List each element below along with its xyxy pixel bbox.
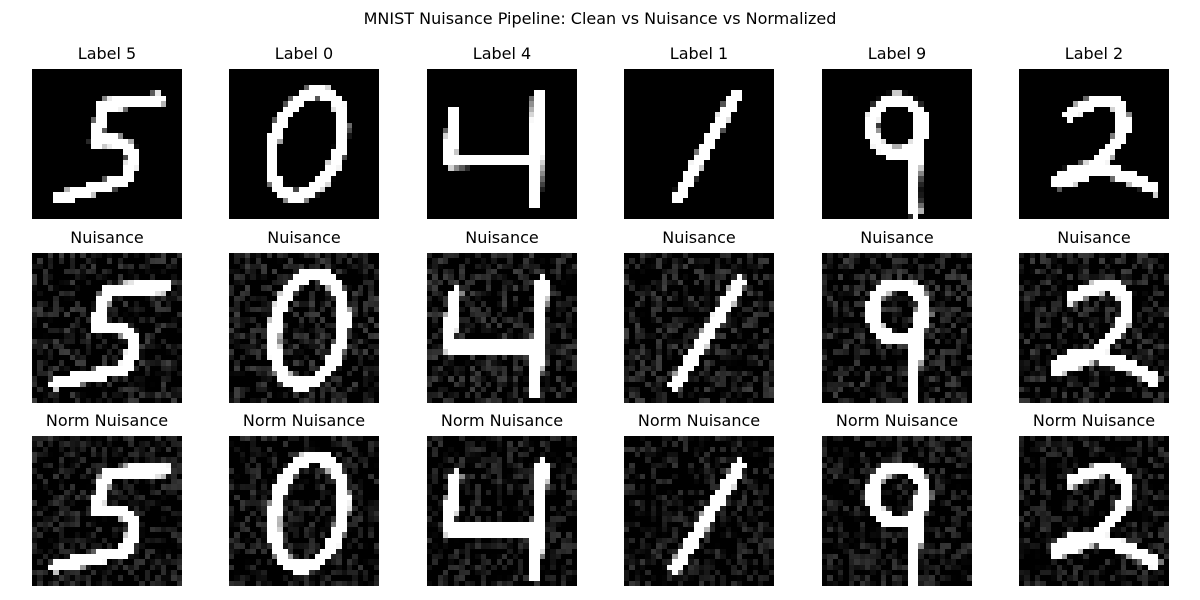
digit-image xyxy=(624,253,774,403)
panel-title: Label 5 xyxy=(77,44,137,63)
panel-title: Label 1 xyxy=(669,44,729,63)
digit-image xyxy=(427,436,577,586)
panel-title: Label 0 xyxy=(274,44,334,63)
digit-image xyxy=(427,253,577,403)
panel-title: Norm Nuisance xyxy=(835,411,959,430)
digit-image xyxy=(822,253,972,403)
digit-image xyxy=(229,436,379,586)
digit-image xyxy=(1019,69,1169,219)
panel-title: Nuisance xyxy=(860,228,934,247)
digit-image xyxy=(1019,436,1169,586)
digit-image xyxy=(822,69,972,219)
panel-title: Nuisance xyxy=(662,228,736,247)
digit-image xyxy=(32,253,182,403)
digit-image xyxy=(229,69,379,219)
panel-title: Nuisance xyxy=(1057,228,1131,247)
panel-title: Nuisance xyxy=(267,228,341,247)
panel-title: Label 2 xyxy=(1064,44,1124,63)
digit-image xyxy=(32,436,182,586)
digit-image xyxy=(624,436,774,586)
panel-title: Norm Nuisance xyxy=(1032,411,1156,430)
digit-image xyxy=(427,69,577,219)
digit-image xyxy=(1019,253,1169,403)
panel-title: Norm Nuisance xyxy=(637,411,761,430)
panel-title: Nuisance xyxy=(70,228,144,247)
panel-title: Norm Nuisance xyxy=(45,411,169,430)
panel-title: Norm Nuisance xyxy=(242,411,366,430)
panel-title: Label 9 xyxy=(867,44,927,63)
panel-title: Norm Nuisance xyxy=(440,411,564,430)
digit-image xyxy=(624,69,774,219)
digit-image xyxy=(229,253,379,403)
panel-title: Label 4 xyxy=(472,44,532,63)
panel-title: Nuisance xyxy=(465,228,539,247)
digit-image xyxy=(822,436,972,586)
digit-image xyxy=(32,69,182,219)
figure-title: MNIST Nuisance Pipeline: Clean vs Nuisan… xyxy=(363,9,837,28)
